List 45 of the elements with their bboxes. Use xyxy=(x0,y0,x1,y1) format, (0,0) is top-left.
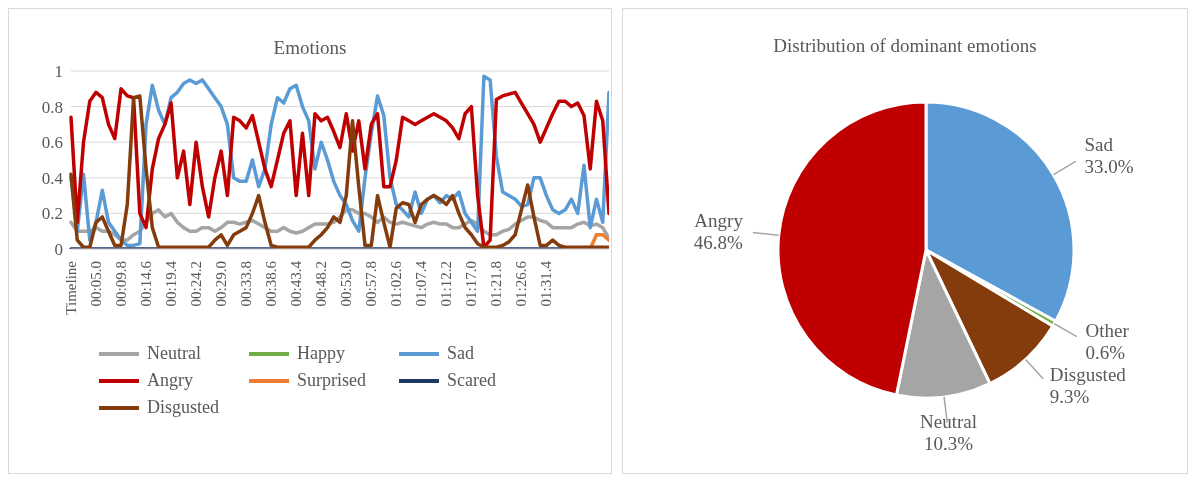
x-tick-label: 00:24.2 xyxy=(188,261,205,307)
x-tick-label: 00:57.8 xyxy=(363,261,380,307)
x-tick-label: 00:38.6 xyxy=(263,260,280,307)
x-tick-label: 01:31.4 xyxy=(538,260,555,307)
x-tick-label: 01:12.2 xyxy=(438,261,455,307)
legend-label: Happy xyxy=(297,343,345,364)
x-tick-label: 00:09.8 xyxy=(113,261,130,307)
x-tick-label: 00:48.2 xyxy=(313,261,330,307)
x-tick-label: 01:26.6 xyxy=(513,260,530,307)
x-tick-label: 01:21.8 xyxy=(488,261,505,307)
slice-label: Other xyxy=(1085,319,1130,341)
x-tick-label: 00:19.4 xyxy=(163,260,180,307)
data-label: 9.3% xyxy=(1049,386,1090,408)
y-tick-label: 1 xyxy=(54,62,63,82)
x-tick-label: 00:53.0 xyxy=(338,261,355,307)
x-tick-label: 01:17.0 xyxy=(463,261,480,307)
data-label: 46.8% xyxy=(693,231,744,253)
x-tick-label: 00:29.0 xyxy=(213,261,230,307)
y-tick-label: 0.4 xyxy=(41,168,64,188)
chart-title: Distribution of dominant emotions xyxy=(772,35,1038,57)
y-tick-label: 0.8 xyxy=(41,97,63,117)
legend-label: Disgusted xyxy=(147,397,219,418)
data-label: 33.0% xyxy=(1084,156,1134,178)
legend-label: Sad xyxy=(447,343,474,364)
slice-label: Sad xyxy=(1084,134,1114,156)
chart-title: Emotions xyxy=(272,37,348,59)
legend-label: Angry xyxy=(147,370,193,391)
x-tick-label: 00:05.0 xyxy=(88,261,105,307)
x-tick-label: 00:43.4 xyxy=(288,260,305,307)
y-tick-label: 0 xyxy=(54,240,63,260)
data-label: 10.3% xyxy=(923,432,974,454)
x-tick-label: 00:14.6 xyxy=(138,260,155,307)
slice-label: Neutral xyxy=(920,410,977,432)
legend-label: Surprised xyxy=(297,370,366,391)
x-tick-label: 01:02.6 xyxy=(388,260,405,307)
y-tick-label: 0.6 xyxy=(41,133,63,153)
x-tick-label: 00:33.8 xyxy=(238,261,255,307)
legend-label: Neutral xyxy=(147,343,201,364)
y-tick-label: 0.2 xyxy=(41,204,63,224)
legend-label: Scared xyxy=(447,370,496,391)
slice-label: Angry xyxy=(694,209,744,231)
x-tick-label: Timeline xyxy=(63,260,79,315)
data-label: 0.6% xyxy=(1085,341,1126,363)
x-tick-label: 01:07.4 xyxy=(413,260,430,307)
slice-label: Disgusted xyxy=(1049,364,1127,386)
